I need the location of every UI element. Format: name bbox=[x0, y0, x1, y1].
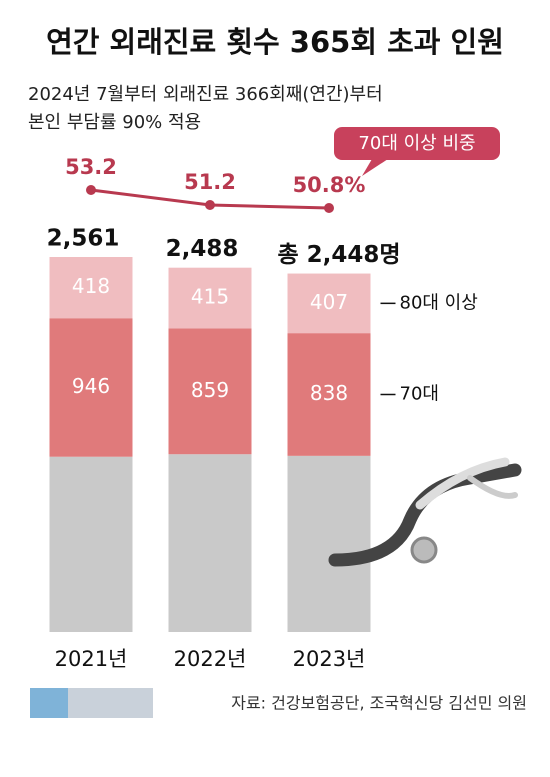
ear-tube bbox=[467, 475, 518, 499]
subtitle: 2024년 7월부터 외래진료 366회째(연간)부터 bbox=[28, 84, 383, 105]
logo-blur bbox=[68, 688, 153, 718]
share-label: 51.2 bbox=[184, 170, 236, 194]
segment-label: 415 bbox=[191, 285, 229, 309]
callout-tail bbox=[362, 159, 388, 176]
total-label: 2,488 bbox=[166, 236, 239, 262]
tube-metal bbox=[415, 457, 510, 510]
total-label: 총 2,448명 bbox=[277, 242, 400, 268]
share-label: 50.8% bbox=[293, 173, 366, 197]
callout-text: 70대 이상 비중 bbox=[358, 133, 475, 154]
total-label: 2,561 bbox=[47, 226, 120, 252]
stethoscope-illustration bbox=[328, 457, 522, 567]
chest-piece bbox=[410, 536, 438, 564]
segment-label: 859 bbox=[191, 378, 229, 402]
segment-label: 418 bbox=[72, 274, 110, 298]
logo-blur bbox=[30, 688, 68, 718]
x-tick-label: 2023년 bbox=[293, 647, 366, 671]
segment-label: 407 bbox=[310, 290, 348, 314]
bar-segment bbox=[168, 267, 252, 329]
callout-box bbox=[334, 127, 500, 160]
share-label: 53.2 bbox=[65, 155, 117, 179]
bar-segment bbox=[49, 318, 133, 457]
x-tick-label: 2021년 bbox=[55, 647, 128, 671]
segment-label: 946 bbox=[72, 374, 110, 398]
bar-segment bbox=[49, 456, 133, 632]
x-tick-label: 2022년 bbox=[174, 647, 247, 671]
share-point bbox=[324, 203, 334, 213]
legend-label: 70대 bbox=[400, 383, 439, 404]
share-point bbox=[86, 185, 96, 195]
bar-segment bbox=[287, 273, 371, 334]
bar-segment bbox=[49, 257, 133, 319]
chart-title: 연간 외래진료 횟수 365회 초과 인원 bbox=[46, 25, 504, 59]
bar-segment bbox=[168, 454, 252, 632]
bar-segment bbox=[287, 455, 371, 632]
share-point bbox=[205, 200, 215, 210]
segment-label: 838 bbox=[310, 381, 348, 405]
source: 자료: 건강보험공단, 조국혁신당 김선민 의원 bbox=[231, 694, 527, 713]
bar-segment bbox=[168, 328, 252, 455]
callout: 70대 이상 비중 bbox=[334, 127, 500, 176]
legend-label: 80대 이상 bbox=[400, 292, 478, 313]
bar-segment bbox=[287, 333, 371, 456]
subtitle: 본인 부담률 90% 적용 bbox=[28, 112, 201, 133]
